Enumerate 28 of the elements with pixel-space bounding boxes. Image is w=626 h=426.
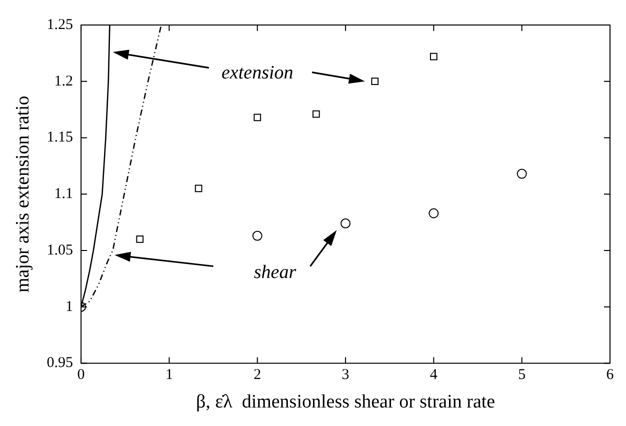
point bbox=[252, 230, 262, 241]
point bbox=[254, 114, 262, 122]
x-axis-title: β, ε̇λ dimensionless shear or strain rate bbox=[196, 392, 496, 413]
annotation: extension bbox=[221, 62, 294, 84]
x-tick-label: 5 bbox=[518, 367, 526, 384]
point bbox=[516, 168, 527, 179]
point bbox=[430, 52, 438, 60]
x-tick-label: 4 bbox=[430, 367, 438, 384]
point bbox=[371, 78, 379, 86]
point bbox=[340, 218, 351, 228]
y-tick-label: 0.95 bbox=[46, 355, 74, 372]
point bbox=[136, 236, 144, 243]
y-tick-label: 1.25 bbox=[46, 16, 74, 33]
y-axis-title: major axis extension ratio bbox=[12, 96, 34, 293]
x-tick-label: 2 bbox=[254, 367, 262, 384]
x-tick-label: 6 bbox=[606, 367, 614, 384]
x-tick-label: 3 bbox=[342, 367, 350, 384]
y-tick-label: 1.05 bbox=[46, 242, 74, 258]
y-tick-label: 1.2 bbox=[54, 73, 74, 90]
y-tick-label: 1.1 bbox=[54, 186, 74, 202]
x-tick-label: 1 bbox=[165, 367, 173, 384]
point bbox=[312, 110, 320, 118]
point bbox=[428, 208, 439, 218]
x-tick-label: 0 bbox=[77, 367, 85, 384]
y-tick-label: 1.15 bbox=[46, 130, 74, 146]
point bbox=[194, 184, 202, 192]
annotation: shear bbox=[254, 262, 297, 284]
y-tick-label: 1 bbox=[66, 298, 74, 315]
